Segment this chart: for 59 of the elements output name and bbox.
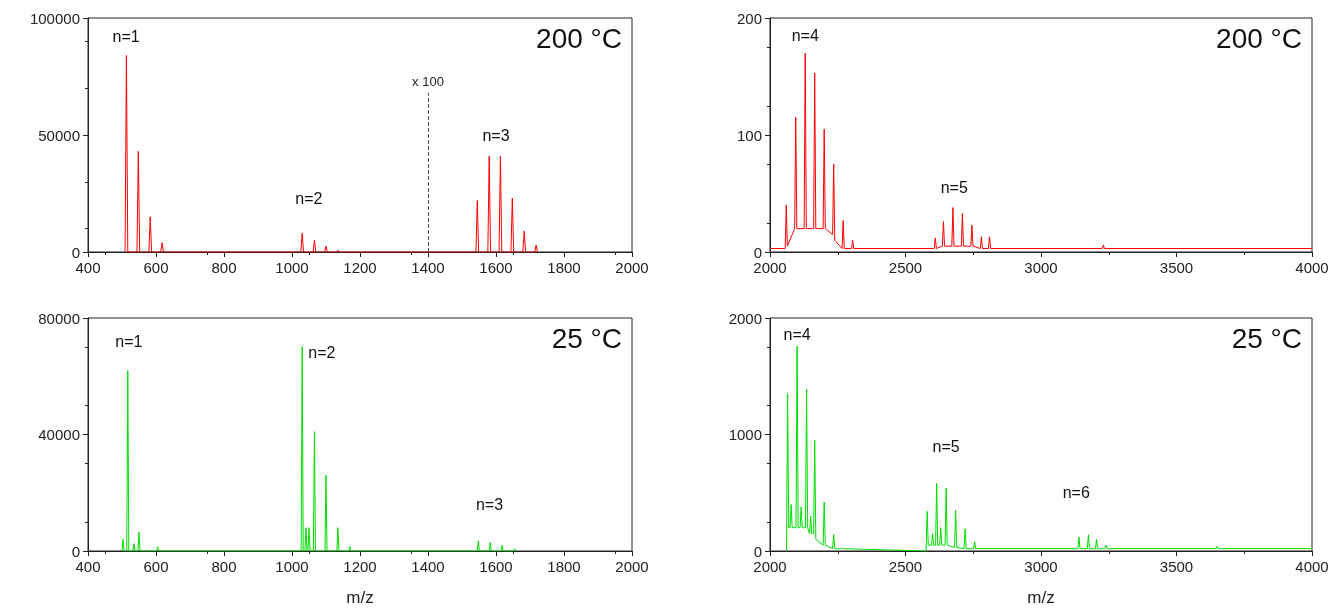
x-tick-label: 2500	[888, 259, 923, 276]
x-tick-label: 600	[143, 558, 169, 575]
annotation: n=6	[1062, 484, 1090, 502]
x-tick-label: 600	[143, 259, 169, 276]
annotation: n=3	[475, 495, 504, 513]
y-tick-label: 50000	[38, 126, 80, 144]
x-tick-label: 1400	[411, 259, 445, 276]
annotation: n=5	[940, 179, 968, 197]
annotation: 25 °C	[1231, 322, 1302, 354]
x-tick-label: 1200	[343, 259, 377, 276]
x-tick-label: 1800	[547, 558, 581, 575]
x-tick-label: 800	[211, 558, 237, 575]
annotation: n=1	[112, 28, 140, 46]
x-tick-label: 2000	[615, 558, 649, 575]
x-tick-label: 1400	[411, 558, 445, 575]
y-tick-label: 2000	[728, 309, 762, 327]
x-tick-label: 1600	[479, 259, 513, 276]
annotation: n=1	[115, 332, 143, 350]
x-tick-label: 1800	[547, 259, 581, 276]
x-tick-label: 1200	[343, 558, 377, 575]
line-series	[769, 52, 1313, 249]
y-tick-label: 100000	[29, 9, 80, 27]
y-tick-label: 40000	[38, 426, 80, 443]
annotation: n=4	[783, 325, 811, 343]
line-series	[124, 54, 538, 253]
y-tick-label: 1000	[728, 426, 762, 443]
ref-line-label: x 100	[412, 73, 444, 89]
y-tick-label: 0	[753, 542, 762, 560]
y-tick-label: 0	[71, 243, 80, 261]
x-tick-label: 2000	[615, 259, 649, 276]
annotation: n=2	[295, 189, 323, 207]
annotation: 25 °C	[551, 322, 622, 354]
annotation: n=4	[791, 27, 819, 45]
x-tick-label: 3000	[1024, 259, 1058, 276]
y-tick-label: 0	[753, 243, 762, 261]
x-tick-label: 800	[211, 259, 237, 276]
x-axis-title: m/z	[1027, 588, 1055, 607]
x-tick-label: 3500	[1159, 558, 1194, 575]
x-tick-label: 400	[75, 558, 101, 575]
annotation: n=5	[932, 437, 960, 455]
x-axis-title: m/z	[346, 588, 374, 607]
x-tick-label: 2500	[888, 558, 923, 575]
y-tick-label: 100	[736, 126, 762, 144]
annotation: 200 °C	[536, 22, 623, 54]
x-tick-label: 1000	[275, 558, 309, 575]
x-tick-label: 1600	[479, 558, 513, 575]
y-tick-label: 200	[736, 9, 762, 27]
x-tick-label: 4000	[1295, 259, 1329, 276]
y-tick-label: 80000	[38, 309, 80, 327]
annotation: n=3	[482, 126, 510, 144]
y-tick-label: 0	[71, 542, 80, 560]
annotation: 200 °C	[1216, 22, 1303, 54]
annotation: n=2	[308, 344, 336, 362]
x-tick-label: 1000	[275, 259, 309, 276]
x-tick-label: 400	[75, 259, 101, 276]
line-series	[121, 346, 517, 552]
x-tick-label: 3500	[1159, 259, 1194, 276]
x-tick-label: 4000	[1295, 558, 1329, 575]
x-tick-label: 3000	[1024, 558, 1058, 575]
